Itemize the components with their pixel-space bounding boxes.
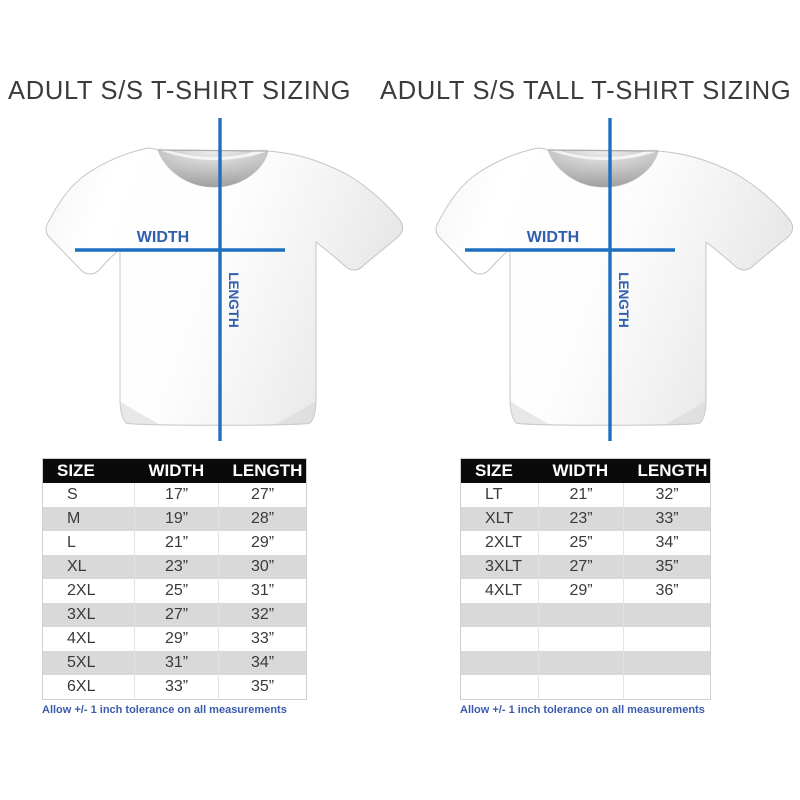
svg-text:LENGTH: LENGTH [226,272,241,328]
svg-text:WIDTH: WIDTH [527,229,579,246]
svg-text:LENGTH: LENGTH [616,272,631,328]
svg-text:WIDTH: WIDTH [137,229,189,246]
